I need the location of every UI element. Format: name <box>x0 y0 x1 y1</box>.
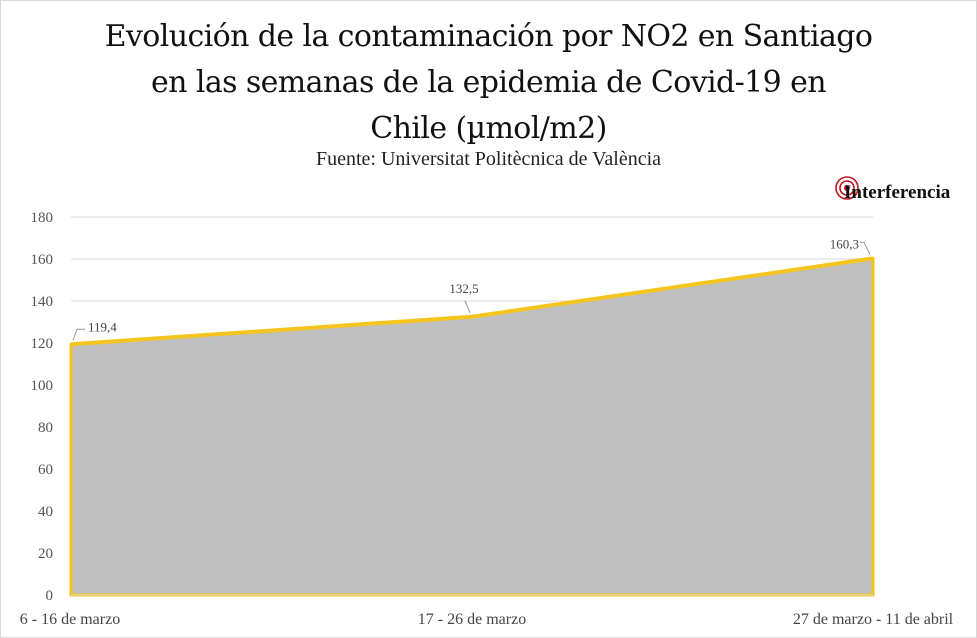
y-tick-label: 140 <box>31 294 54 310</box>
x-tick-label: 6 - 16 de marzo <box>20 611 120 628</box>
leader-line <box>464 300 471 313</box>
area-fill <box>69 256 875 597</box>
data-label: 119,4 <box>88 319 117 334</box>
y-tick-label: 20 <box>38 546 53 562</box>
leader-line <box>72 328 85 341</box>
y-tick-label: 80 <box>38 420 53 436</box>
data-label: 132,5 <box>449 281 478 296</box>
title-line-3: Chile (µmol/m2) <box>370 111 607 146</box>
brand-logo: Interferencia <box>834 176 972 206</box>
y-tick-label: 180 <box>31 210 54 226</box>
chart-title: Evolución de la contaminación por NO2 en… <box>0 14 977 152</box>
chart-subtitle: Fuente: Universitat Politècnica de Valèn… <box>315 148 662 170</box>
title-line-2: en las semanas de la epidemia de Covid-1… <box>151 65 827 100</box>
x-tick-label: 27 de marzo - 11 de abril <box>793 611 954 628</box>
x-axis: 6 - 16 de marzo 17 - 26 de marzo 27 de mar… <box>20 594 954 628</box>
y-tick-label: 120 <box>31 336 54 352</box>
y-axis: 0 20 40 60 80 100 120 140 160 180 <box>31 210 54 604</box>
y-tick-label: 60 <box>38 462 53 478</box>
title-line-1: Evolución de la contaminación por NO2 en… <box>104 19 873 54</box>
x-tick-label: 17 - 26 de marzo <box>418 611 526 628</box>
series-line <box>70 256 874 347</box>
leader-line <box>860 241 871 255</box>
target-circles-icon <box>835 176 859 200</box>
data-label: 160,3 <box>830 236 859 251</box>
series-area <box>69 256 875 597</box>
y-tick-label: 0 <box>46 588 54 604</box>
y-tick-label: 40 <box>38 504 53 520</box>
y-tick-label: 100 <box>31 378 54 394</box>
brand-name: Interferencia <box>844 182 951 203</box>
y-tick-label: 160 <box>31 252 54 268</box>
data-labels: 119,4 132,5 160,3 <box>72 236 871 341</box>
